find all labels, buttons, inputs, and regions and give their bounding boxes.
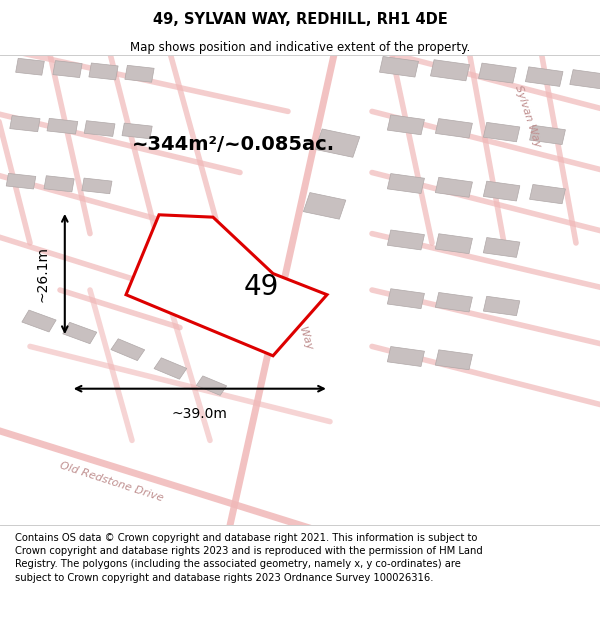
- Bar: [125, 66, 154, 82]
- Bar: [530, 184, 565, 204]
- Bar: [484, 181, 520, 201]
- Bar: [388, 289, 424, 309]
- Bar: [380, 56, 418, 77]
- Bar: [10, 116, 40, 132]
- Bar: [526, 67, 563, 86]
- Bar: [388, 115, 424, 135]
- Bar: [388, 230, 424, 250]
- Bar: [570, 69, 600, 89]
- Bar: [530, 125, 565, 144]
- Bar: [430, 60, 470, 81]
- Bar: [82, 178, 112, 194]
- Bar: [388, 346, 424, 366]
- Text: ~26.1m: ~26.1m: [36, 246, 50, 302]
- Text: Old Redstone Drive: Old Redstone Drive: [58, 460, 164, 503]
- Text: Map shows position and indicative extent of the property.: Map shows position and indicative extent…: [130, 41, 470, 54]
- Bar: [388, 174, 424, 194]
- Text: Contains OS data © Crown copyright and database right 2021. This information is : Contains OS data © Crown copyright and d…: [15, 533, 483, 582]
- Bar: [479, 63, 516, 83]
- Bar: [436, 119, 472, 138]
- Text: ~344m²/~0.085ac.: ~344m²/~0.085ac.: [132, 135, 335, 154]
- Text: 49, SYLVAN WAY, REDHILL, RH1 4DE: 49, SYLVAN WAY, REDHILL, RH1 4DE: [152, 12, 448, 27]
- Bar: [44, 176, 74, 192]
- Bar: [484, 296, 520, 316]
- Bar: [111, 339, 145, 361]
- Bar: [53, 61, 82, 78]
- Bar: [63, 322, 97, 344]
- Bar: [16, 58, 44, 75]
- Text: ~39.0m: ~39.0m: [172, 406, 228, 421]
- Bar: [84, 121, 115, 136]
- Polygon shape: [126, 215, 327, 356]
- Bar: [436, 350, 472, 370]
- Text: 49: 49: [244, 273, 279, 301]
- Bar: [304, 192, 346, 219]
- Text: Sylvan Way: Sylvan Way: [285, 286, 315, 351]
- Bar: [436, 177, 472, 198]
- Bar: [122, 123, 152, 139]
- Bar: [196, 376, 227, 396]
- Bar: [315, 129, 360, 158]
- Bar: [436, 292, 472, 312]
- Bar: [22, 310, 56, 332]
- Bar: [436, 234, 472, 254]
- Bar: [89, 63, 118, 80]
- Bar: [484, 122, 520, 142]
- Bar: [154, 357, 187, 379]
- Bar: [47, 118, 78, 134]
- Bar: [484, 238, 520, 258]
- Text: Sylvan Way: Sylvan Way: [513, 84, 543, 148]
- Bar: [6, 173, 36, 189]
